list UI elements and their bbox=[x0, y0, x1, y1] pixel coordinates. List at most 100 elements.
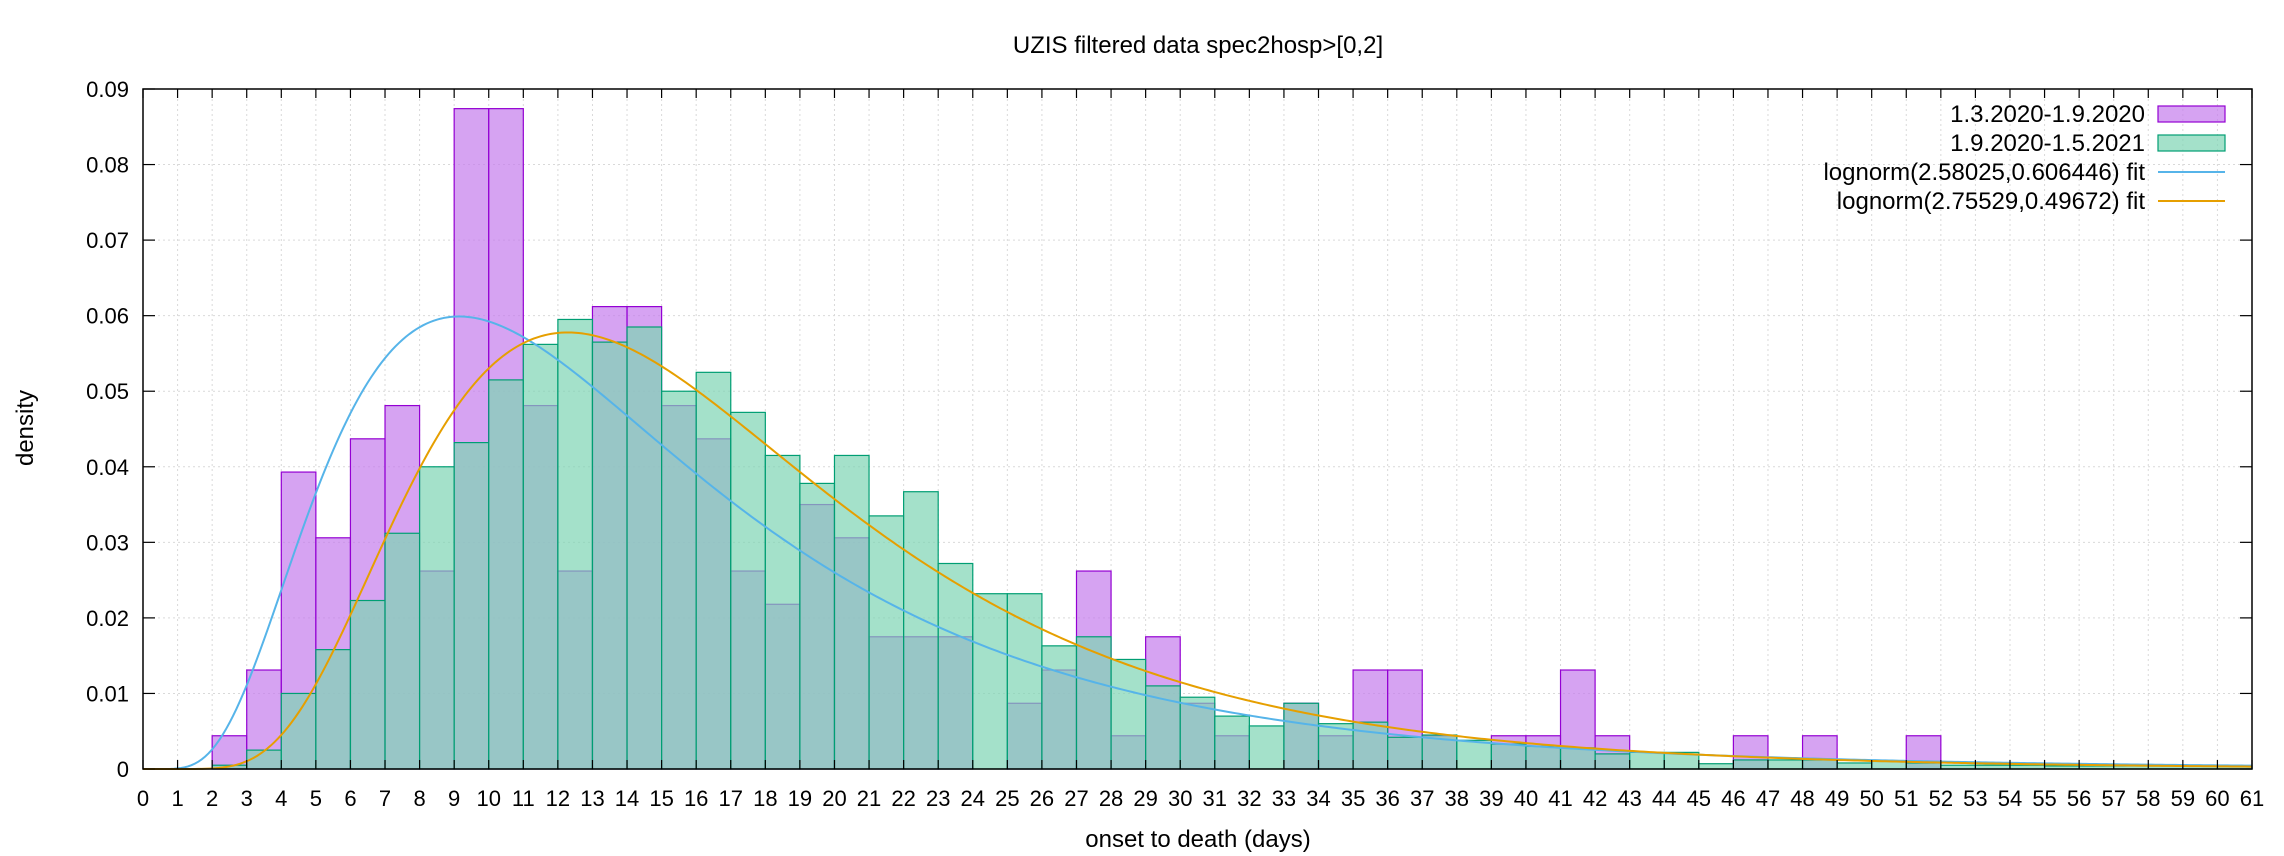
histogram-bar-series-2 bbox=[488, 379, 524, 770]
y-tick-label: 0.04 bbox=[86, 455, 129, 480]
x-tick-label: 31 bbox=[1203, 786, 1227, 811]
fit-curves bbox=[143, 315, 2253, 770]
histogram-bar-series-2 bbox=[1110, 658, 1147, 770]
histogram-bar-series-2 bbox=[1490, 743, 1527, 770]
y-tick-label: 0.02 bbox=[86, 606, 129, 631]
histogram-bar-series-2 bbox=[349, 599, 386, 770]
legend-swatch bbox=[2157, 105, 2226, 123]
y-tick-label: 0.06 bbox=[86, 304, 129, 329]
histogram-bar-series-2 bbox=[418, 466, 455, 770]
x-tick-label: 6 bbox=[344, 786, 356, 811]
x-tick-label: 20 bbox=[822, 786, 846, 811]
x-tick-label: 57 bbox=[2101, 786, 2125, 811]
x-tick-label: 56 bbox=[2067, 786, 2091, 811]
x-tick-label: 8 bbox=[413, 786, 425, 811]
x-tick-label: 40 bbox=[1514, 786, 1538, 811]
histogram-bar-series-2 bbox=[591, 341, 628, 770]
histogram-bar-series-2 bbox=[695, 371, 732, 770]
x-tick-label: 55 bbox=[2032, 786, 2056, 811]
x-tick-label: 43 bbox=[1617, 786, 1641, 811]
x-tick-label: 0 bbox=[137, 786, 149, 811]
legend-swatch bbox=[2157, 134, 2226, 152]
x-tick-label: 25 bbox=[995, 786, 1019, 811]
x-tick-label: 19 bbox=[788, 786, 812, 811]
x-tick-label: 14 bbox=[615, 786, 639, 811]
histogram-bar-series-2 bbox=[1905, 762, 1942, 770]
chart-title: UZIS filtered data spec2hosp>[0,2] bbox=[1013, 32, 1383, 59]
plot-frame bbox=[142, 88, 2253, 770]
x-tick-label: 52 bbox=[1929, 786, 1953, 811]
histogram-bar-series-2 bbox=[1525, 745, 1562, 770]
histogram-bar-series-2 bbox=[453, 442, 490, 770]
x-tick-label: 5 bbox=[310, 786, 322, 811]
x-tick-label: 38 bbox=[1445, 786, 1469, 811]
histogram-bar-series-2 bbox=[661, 390, 697, 770]
x-tick-label: 4 bbox=[275, 786, 287, 811]
histogram-bar-series-2 bbox=[1836, 762, 1873, 770]
x-tick-label: 1 bbox=[171, 786, 183, 811]
histogram-bar-series-2 bbox=[1456, 739, 1492, 770]
x-tick-label: 18 bbox=[753, 786, 777, 811]
axes bbox=[142, 88, 2253, 770]
legend-label: 1.3.2020-1.9.2020 bbox=[1950, 101, 2145, 128]
x-tick-label: 9 bbox=[448, 786, 460, 811]
x-tick-label: 42 bbox=[1583, 786, 1607, 811]
x-tick-label: 3 bbox=[241, 786, 253, 811]
histogram-bar-series-2 bbox=[626, 326, 663, 770]
x-tick-label: 24 bbox=[961, 786, 985, 811]
x-tick-label: 50 bbox=[1859, 786, 1883, 811]
histogram-bar-series-2 bbox=[1767, 759, 1804, 770]
y-axis-title: density bbox=[12, 390, 39, 466]
tick-labels: 0 1 2 3 4 5 6 7 8 9 10 11 12 13 14 15 16 17 18 19 20 21 22 23 24… bbox=[86, 77, 2264, 811]
x-tick-label: 41 bbox=[1548, 786, 1572, 811]
histogram-bar-series-2 bbox=[1698, 763, 1734, 770]
x-tick-label: 7 bbox=[379, 786, 391, 811]
histogram-bar-series-2 bbox=[1041, 645, 1078, 770]
y-tick-label: 0.01 bbox=[86, 681, 129, 706]
legend-label: 1.9.2020-1.5.2021 bbox=[1950, 130, 2145, 157]
x-tick-label: 32 bbox=[1237, 786, 1261, 811]
y-tick-label: 0.05 bbox=[86, 379, 129, 404]
histogram-bar-series-2 bbox=[557, 318, 594, 770]
histogram-bar-series-2 bbox=[764, 454, 801, 770]
x-tick-label: 27 bbox=[1064, 786, 1088, 811]
histogram-bar-series-2 bbox=[1352, 721, 1389, 770]
x-tick-label: 47 bbox=[1756, 786, 1780, 811]
x-tick-label: 54 bbox=[1998, 786, 2022, 811]
y-tick-label: 0.09 bbox=[86, 77, 129, 102]
y-tick-label: 0.07 bbox=[86, 228, 129, 253]
y-tick-label: 0.03 bbox=[86, 530, 129, 555]
x-tick-label: 11 bbox=[512, 786, 535, 811]
x-tick-label: 26 bbox=[1030, 786, 1054, 811]
x-tick-label: 21 bbox=[857, 786, 881, 811]
x-tick-label: 23 bbox=[926, 786, 950, 811]
x-tick-label: 28 bbox=[1099, 786, 1123, 811]
x-tick-label: 35 bbox=[1341, 786, 1365, 811]
histogram-bar-series-2 bbox=[522, 343, 559, 770]
histogram-bar-series-2 bbox=[1801, 759, 1838, 770]
x-tick-label: 13 bbox=[580, 786, 604, 811]
x-tick-label: 49 bbox=[1825, 786, 1849, 811]
x-tick-label: 10 bbox=[476, 786, 500, 811]
x-tick-label: 17 bbox=[719, 786, 743, 811]
histogram-bar-series-2 bbox=[1559, 747, 1596, 770]
x-tick-label: 53 bbox=[1963, 786, 1987, 811]
histogram-bar-series-2 bbox=[1248, 725, 1285, 770]
x-tick-label: 29 bbox=[1133, 786, 1157, 811]
histogram-bar-series-2 bbox=[1317, 723, 1354, 770]
x-tick-label: 39 bbox=[1479, 786, 1503, 811]
legend-label: lognorm(2.75529,0.49672) fit bbox=[1837, 188, 2146, 215]
x-axis-title: onset to death (days) bbox=[1085, 826, 1310, 853]
x-tick-label: 45 bbox=[1687, 786, 1711, 811]
histogram-bar-series-2 bbox=[1594, 753, 1631, 770]
histogram-bar-series-2 bbox=[799, 482, 836, 770]
x-tick-label: 34 bbox=[1306, 786, 1330, 811]
x-tick-label: 22 bbox=[891, 786, 915, 811]
x-tick-label: 44 bbox=[1652, 786, 1676, 811]
histogram-bar-series-2 bbox=[1732, 759, 1769, 770]
histogram-bar-series-2 bbox=[1387, 736, 1423, 770]
x-tick-label: 46 bbox=[1721, 786, 1745, 811]
x-tick-label: 60 bbox=[2205, 786, 2229, 811]
